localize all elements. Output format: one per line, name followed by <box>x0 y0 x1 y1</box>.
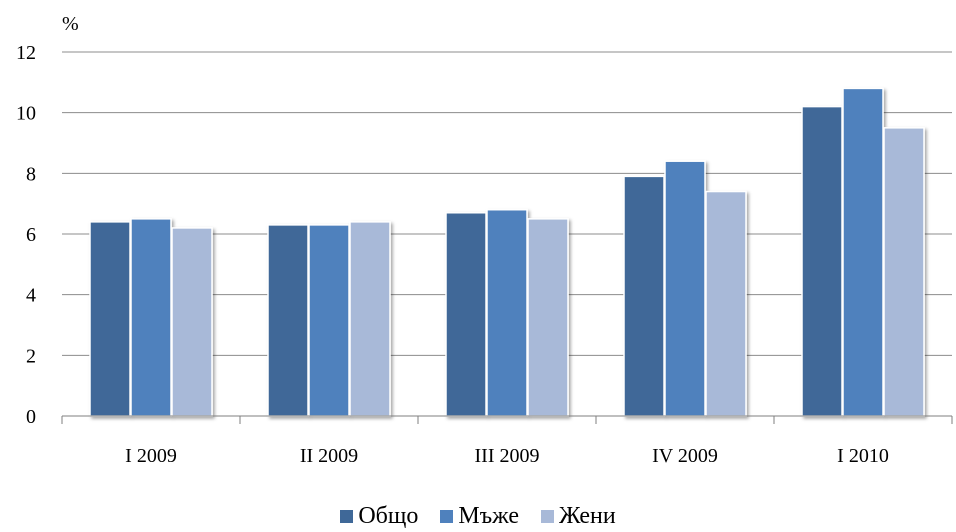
y-tick-label: 2 <box>26 345 36 367</box>
y-tick-label: 12 <box>16 42 36 64</box>
bar <box>267 224 309 417</box>
bar <box>445 212 487 417</box>
bar <box>527 218 569 417</box>
bar <box>130 218 172 417</box>
bars <box>89 87 925 417</box>
y-tick-label: 0 <box>26 406 36 428</box>
y-tick-label: 6 <box>26 224 36 246</box>
bar-chart: % 0 2 4 6 8 10 12 I 2009 II 2009 III 2009 IV 2009… <box>16 13 953 467</box>
y-unit-label: % <box>62 13 79 35</box>
bar <box>705 190 747 417</box>
bar <box>349 221 391 417</box>
legend-item-total: Общо <box>340 503 418 530</box>
bar <box>89 221 131 417</box>
bar <box>308 224 350 417</box>
legend-swatch-women <box>541 509 555 523</box>
legend-swatch-men <box>440 509 454 523</box>
y-axis-ticks: 0 2 4 6 8 10 12 <box>16 42 36 428</box>
x-tick-label: III 2009 <box>475 445 540 467</box>
legend: Общо Мъже Жени <box>0 500 956 532</box>
x-tick-label: I 2010 <box>837 445 889 467</box>
x-tick-label: IV 2009 <box>652 445 718 467</box>
legend-label-total: Общо <box>358 502 419 529</box>
legend-item-men: Мъже <box>440 503 519 530</box>
legend-swatch-total <box>340 509 354 523</box>
bar <box>171 227 213 417</box>
legend-item-women: Жени <box>541 503 616 530</box>
bar <box>664 160 706 417</box>
bar <box>883 127 925 417</box>
y-tick-label: 4 <box>26 285 36 307</box>
x-tick-label: I 2009 <box>125 445 177 467</box>
legend-label-men: Мъже <box>458 502 520 529</box>
legend-label-women: Жени <box>559 502 616 529</box>
x-axis: I 2009 II 2009 III 2009 IV 2009 I 2010 <box>61 415 953 467</box>
bar <box>623 175 665 417</box>
bar <box>801 105 843 417</box>
y-tick-label: 10 <box>16 103 36 125</box>
x-tick-label: II 2009 <box>300 445 358 467</box>
y-tick-label: 8 <box>26 163 36 185</box>
bar <box>486 208 528 417</box>
bar <box>842 87 884 417</box>
